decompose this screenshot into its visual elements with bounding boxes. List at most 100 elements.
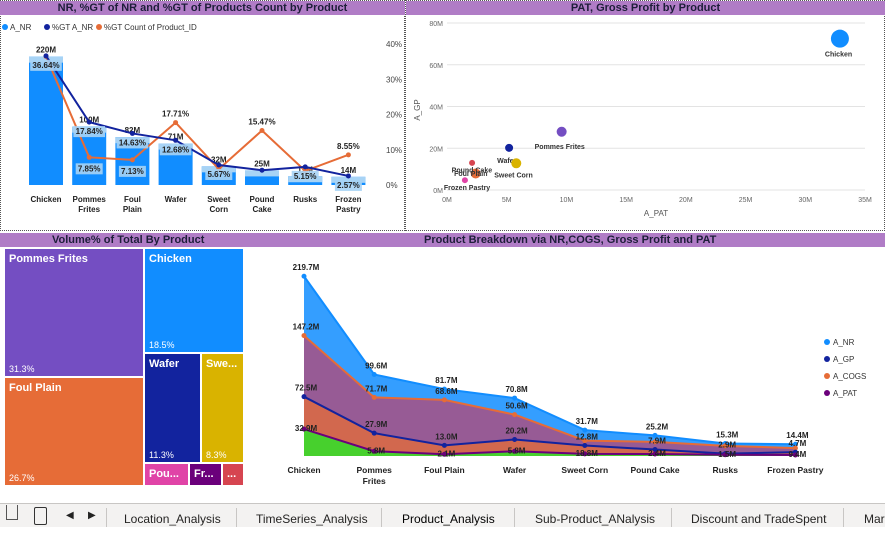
category-label: Plain (123, 205, 142, 214)
tile-pct: 26.7% (9, 473, 35, 483)
y-tick-label: 0M (433, 188, 443, 195)
treemap-tile-pound-cake[interactable]: Pou... (144, 463, 189, 486)
tile-label: Wafer (149, 358, 180, 370)
pct-nr-label-bg (291, 170, 319, 182)
page-nav-icon[interactable] (6, 505, 18, 520)
treemap-title: Volume% of Total By Product (0, 233, 250, 247)
category-label: Pastry (336, 205, 361, 214)
treemap-tile-foul-plain[interactable]: Foul Plain 26.7% (4, 377, 144, 486)
pct-nr-line-point (86, 119, 92, 125)
legend-label: %GT A_NR (52, 23, 93, 32)
tab-product-analysis[interactable]: Product_Analysis (402, 512, 495, 526)
page-view-icon[interactable] (34, 507, 47, 525)
pat-line (303, 428, 796, 457)
pct-nr-line-point (259, 167, 265, 173)
category-label: Chicken (287, 465, 320, 475)
pat-gp-scatter-chart[interactable]: 80M 60M 40M 20M 0M 0M 5M 10M 15M 20M 25M 30M 35M A_PA… (405, 15, 885, 230)
category-label: Sweet Corn (561, 465, 608, 475)
treemap-tile-frozen-pastry[interactable]: Fr... (189, 463, 222, 486)
nr-data-label: 220M (36, 46, 56, 55)
pct-nr-line-point (129, 130, 135, 136)
x-tick-label: 5M (502, 197, 512, 204)
gp-line-point (301, 394, 307, 400)
x-tick-label: 0M (442, 197, 452, 204)
tab-sub-product-analysis[interactable]: Sub-Product_ANalysis (535, 512, 656, 526)
nr-data-label: 82M (125, 126, 141, 135)
volume-treemap[interactable]: Pommes Frites 31.3% Foul Plain 26.7% Chi… (4, 248, 244, 486)
next-page-icon[interactable]: ▶ (88, 510, 96, 521)
scatter-point-label: Frozen Pastry (444, 185, 490, 192)
pat-data-label: 2.1M (438, 449, 456, 458)
tab-location-analysis[interactable]: Location_Analysis (124, 512, 221, 526)
pct-count-label: 8.55% (337, 142, 360, 151)
nr-line (303, 275, 796, 446)
pct-count-line-point (345, 152, 351, 158)
nr-bar-top (331, 176, 366, 183)
treemap-tile-rusks[interactable]: ... (222, 463, 244, 486)
nr-line-point (512, 395, 518, 401)
legend-label: A_NR (833, 338, 855, 347)
treemap-tile-pommes-frites[interactable]: Pommes Frites 31.3% (4, 248, 144, 377)
category-label: Pommes (73, 195, 107, 204)
cogs-line-point (512, 412, 518, 418)
tile-pct: 11.3% (149, 450, 174, 460)
tab-timeseries-analysis[interactable]: TimeSeries_Analysis (256, 512, 368, 526)
nr-pct-combo-chart[interactable]: A_NR %GT A_NR %GT Count of Product_ID 40% 30… (0, 15, 405, 230)
pct-nr-label-bg (334, 179, 362, 191)
x-tick-label: 35M (858, 197, 872, 204)
right-axis-tick: 0% (386, 181, 398, 190)
scatter-point-label: Sweet Corn (494, 172, 533, 179)
gp-data-label: 2.9M (718, 441, 736, 450)
gp-data-label: 20.2M (505, 426, 528, 435)
pat-data-label: 9.4M (789, 450, 807, 459)
pct-nr-label: 12.68% (162, 145, 189, 154)
tab-mar[interactable]: Mar (864, 512, 885, 526)
cogs-line-point (652, 439, 658, 445)
category-label: Pound Cake (630, 465, 679, 475)
scatter-point-label: Chicken (825, 52, 852, 59)
prev-page-icon[interactable]: ◀ (66, 510, 74, 521)
pct-nr-line-point (173, 137, 179, 143)
nr-data-label: 25.2M (646, 422, 669, 431)
tile-label: Foul Plain (9, 382, 62, 394)
right-axis-tick: 30% (386, 75, 402, 84)
pct-nr-line (45, 55, 349, 177)
treemap-tile-chicken[interactable]: Chicken 18.5% (144, 248, 244, 353)
pct-count-label: 7.85% (78, 164, 101, 173)
cogs-data-label: 71.7M (365, 384, 388, 393)
treemap-tile-wafer[interactable]: Wafer 11.3% (144, 353, 201, 463)
cogs-line-point (722, 443, 728, 449)
cogs-data-label: 147.2M (293, 323, 320, 332)
scatter-point (830, 29, 849, 48)
gp-line (303, 395, 796, 455)
treemap-tile-sweet-corn[interactable]: Swe... 8.3% (201, 353, 244, 463)
scatter-point-label: Pound Cake (452, 168, 493, 175)
gp-line-point (512, 436, 518, 442)
category-label: Frites (363, 476, 386, 486)
pct-count-line-point (129, 157, 135, 163)
nr-data-label: 31.7M (576, 417, 599, 426)
gp-data-label: 13.0M (435, 432, 458, 441)
gp-data-label: 27.9M (365, 420, 388, 429)
pct-count-label-bg (75, 163, 103, 175)
legend-marker (824, 390, 830, 396)
legend-marker (824, 356, 830, 362)
scatter-point (461, 177, 468, 184)
category-label: Cake (252, 205, 272, 214)
pat-data-label: 5.8M (508, 446, 526, 455)
legend-label: A_COGS (833, 372, 866, 381)
pat-data-label: 5.8M (367, 446, 385, 455)
tile-pct: 8.3% (206, 450, 227, 460)
y-tick-label: 20M (429, 146, 443, 153)
tab-discount-tradespent[interactable]: Discount and TradeSpent (691, 512, 827, 526)
pct-count-line (45, 55, 349, 173)
legend-marker (824, 373, 830, 379)
cogs-line-point (371, 394, 377, 400)
legend-marker (44, 24, 50, 30)
category-label: Foul (124, 195, 141, 204)
pat-data-label: 18.8M (576, 449, 599, 458)
pct-nr-label: 5.67% (207, 170, 230, 179)
scatter-point (556, 126, 567, 137)
pat-line-point (582, 451, 588, 457)
product-breakdown-area-chart[interactable]: 219.7M 99.6M 81.7M 70.8M 31.7M 25.2M 15.3M 14.4… (250, 248, 885, 496)
